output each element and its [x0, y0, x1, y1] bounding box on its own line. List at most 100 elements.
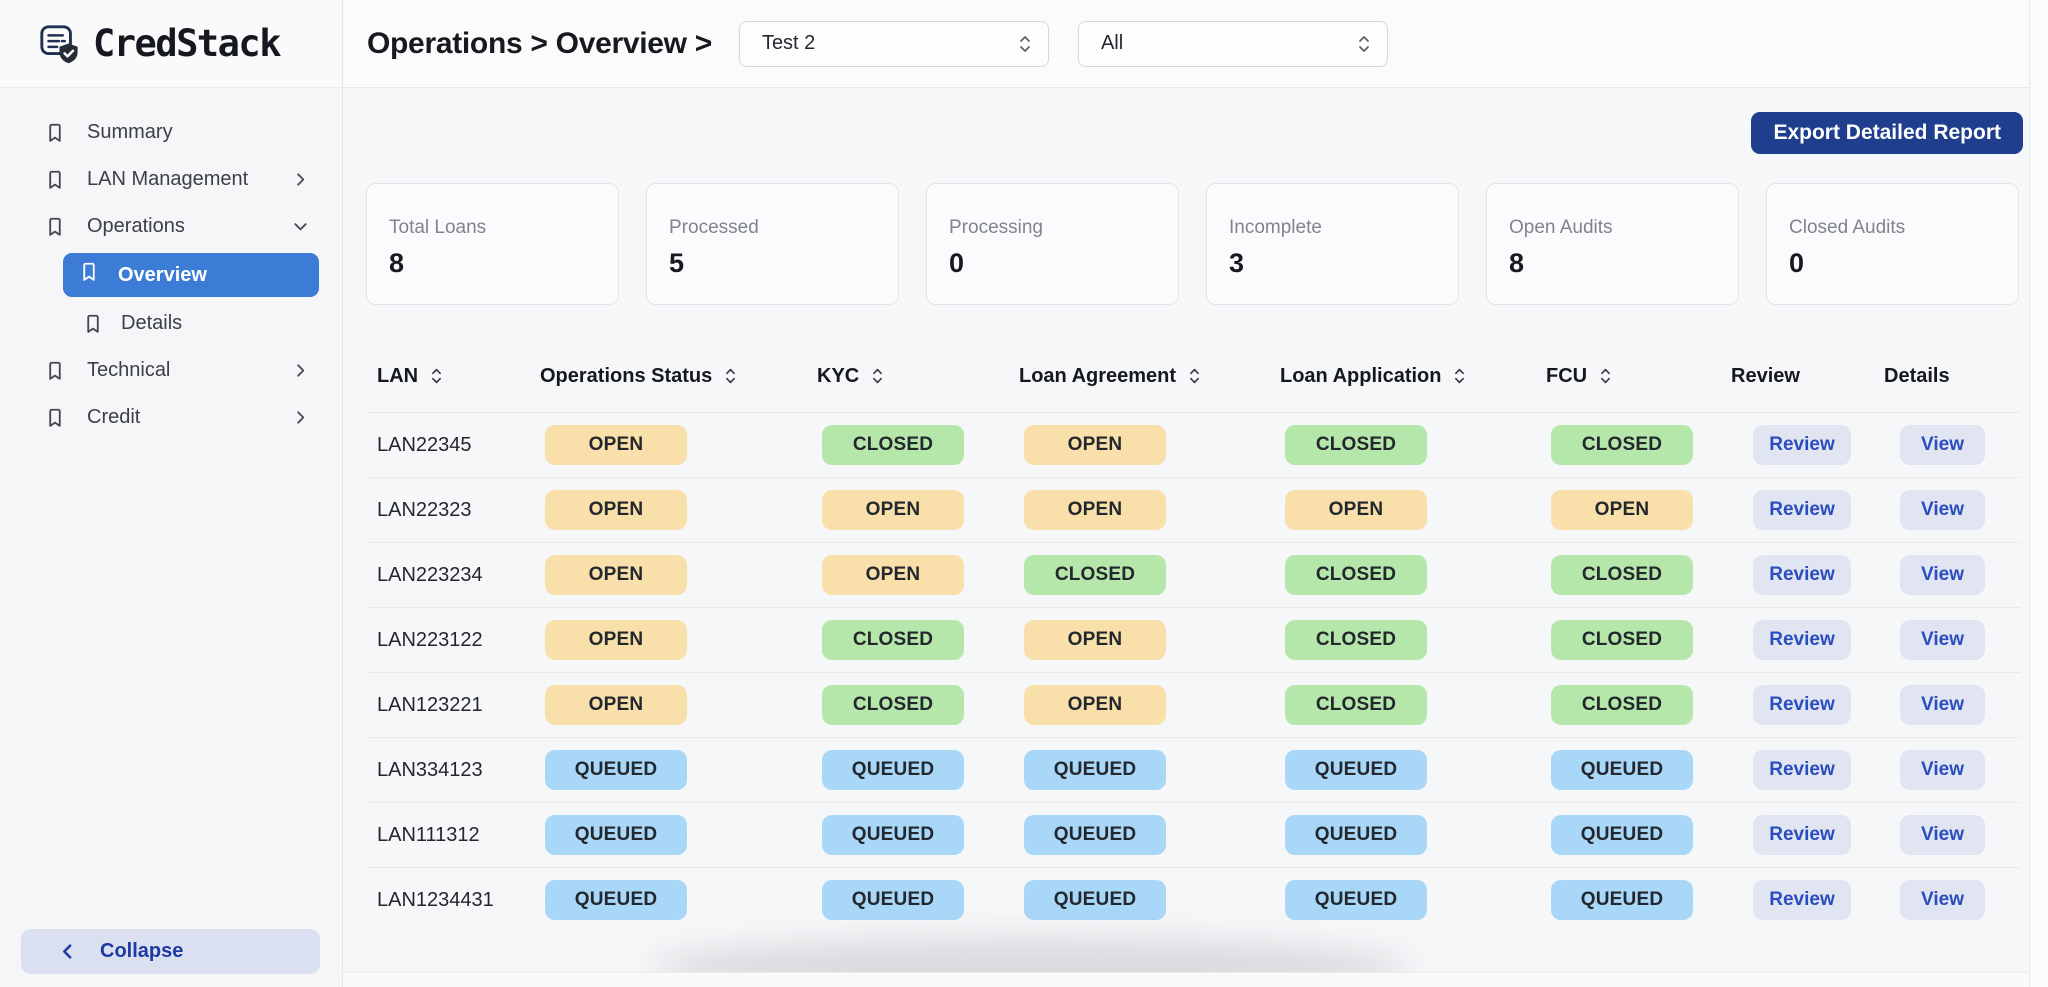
sidebar-item-operations[interactable]: Operations — [0, 203, 342, 250]
status-badge: OPEN — [1551, 490, 1693, 530]
view-button[interactable]: View — [1900, 880, 1985, 920]
sort-icon[interactable] — [872, 366, 883, 386]
column-header-operations-status: Operations Status — [540, 365, 817, 388]
review-button[interactable]: Review — [1753, 555, 1851, 595]
cell-loan-agreement: CLOSED — [1019, 555, 1280, 595]
status-badge: OPEN — [1024, 490, 1166, 530]
sort-icon[interactable] — [1454, 366, 1465, 386]
review-button[interactable]: Review — [1753, 620, 1851, 660]
column-header-loan-application: Loan Application — [1280, 365, 1546, 388]
status-badge: QUEUED — [822, 750, 964, 790]
cell-operations-status: OPEN — [540, 685, 817, 725]
stat-value: 0 — [1789, 248, 1805, 278]
scope-filter-select[interactable]: All — [1077, 20, 1388, 67]
review-button[interactable]: Review — [1753, 425, 1851, 465]
breadcrumb: Operations > Overview > — [367, 26, 712, 60]
logo: CredStack — [0, 0, 342, 88]
export-detailed-report-button[interactable]: Export Detailed Report — [1751, 112, 2023, 154]
sidebar-item-lan-management[interactable]: LAN Management — [0, 156, 342, 203]
column-header-lan: LAN — [377, 365, 540, 388]
cell-kyc: CLOSED — [817, 685, 1019, 725]
top-bar: Operations > Overview > Test 2 All — [343, 0, 2048, 88]
cell-loan-application: QUEUED — [1280, 880, 1546, 920]
column-label: Loan Agreement — [1019, 364, 1177, 387]
lan-cell: LAN22323 — [377, 498, 472, 521]
review-button[interactable]: Review — [1753, 490, 1851, 530]
status-badge: OPEN — [822, 555, 964, 595]
status-badge: QUEUED — [1551, 815, 1693, 855]
test-filter-select[interactable]: Test 2 — [738, 20, 1049, 67]
cell-kyc: CLOSED — [817, 620, 1019, 660]
view-button[interactable]: View — [1900, 555, 1985, 595]
view-button[interactable]: View — [1900, 425, 1985, 465]
view-button[interactable]: View — [1900, 620, 1985, 660]
view-button[interactable]: View — [1900, 815, 1985, 855]
review-button[interactable]: Review — [1753, 685, 1851, 725]
status-badge: QUEUED — [1551, 750, 1693, 790]
sidebar-item-summary[interactable]: Summary — [0, 109, 342, 156]
column-header-fcu: FCU — [1546, 365, 1731, 388]
cell-loan-agreement: OPEN — [1019, 620, 1280, 660]
stat-card-processed: Processed 5 — [646, 183, 899, 305]
view-button[interactable]: View — [1900, 685, 1985, 725]
sidebar-subitem-label: Details — [121, 312, 183, 334]
sidebar-subitem-details[interactable]: Details — [0, 300, 342, 347]
cell-details: View — [1884, 815, 2021, 855]
stat-card-incomplete: Incomplete 3 — [1206, 183, 1459, 305]
cell-fcu: QUEUED — [1546, 815, 1731, 855]
cell-operations-status: QUEUED — [540, 750, 817, 790]
sidebar-item-label: Summary — [87, 121, 173, 143]
column-header-review: Review — [1731, 365, 1884, 388]
sidebar-item-credit[interactable]: Credit — [0, 394, 342, 441]
cell-details: View — [1884, 750, 2021, 790]
status-badge: QUEUED — [1024, 750, 1166, 790]
cell-loan-application: CLOSED — [1280, 425, 1546, 465]
cell-loan-application: OPEN — [1280, 490, 1546, 530]
column-label: Details — [1884, 364, 1950, 387]
sidebar-item-technical[interactable]: Technical — [0, 347, 342, 394]
stats-cards: Total Loans 8 Processed 5 Processing 0 Incompl… — [366, 183, 2019, 305]
review-button[interactable]: Review — [1753, 815, 1851, 855]
view-button[interactable]: View — [1900, 750, 1985, 790]
sort-icon[interactable] — [725, 366, 736, 386]
lan-cell: LAN1234431 — [377, 888, 494, 911]
table-row: LAN1234431 QUEUED QUEUED QUEUED QUEUED QUEUED… — [366, 867, 2021, 932]
sidebar-subitem-overview[interactable]: Overview — [63, 253, 319, 297]
status-badge: OPEN — [1024, 425, 1166, 465]
cell-fcu: CLOSED — [1546, 685, 1731, 725]
cell-kyc: OPEN — [817, 555, 1019, 595]
stat-label: Total Loans — [389, 217, 487, 238]
review-button[interactable]: Review — [1753, 880, 1851, 920]
review-button[interactable]: Review — [1753, 750, 1851, 790]
stat-value: 3 — [1229, 248, 1245, 278]
status-badge: QUEUED — [1285, 880, 1427, 920]
stat-label: Processing — [949, 217, 1043, 238]
status-badge: OPEN — [1024, 620, 1166, 660]
sort-icon[interactable] — [431, 366, 442, 386]
status-badge: CLOSED — [822, 425, 964, 465]
lan-cell: LAN223234 — [377, 563, 483, 586]
cell-kyc: QUEUED — [817, 750, 1019, 790]
sort-icon[interactable] — [1600, 366, 1611, 386]
column-header-loan-agreement: Loan Agreement — [1019, 365, 1280, 388]
cell-kyc: QUEUED — [817, 880, 1019, 920]
column-header-details: Details — [1884, 365, 2021, 388]
collapse-sidebar-button[interactable]: Collapse — [21, 929, 320, 974]
cell-kyc: CLOSED — [817, 425, 1019, 465]
cell-operations-status: OPEN — [540, 490, 817, 530]
cell-kyc: OPEN — [817, 490, 1019, 530]
stat-card-total-loans: Total Loans 8 — [366, 183, 619, 305]
scrollbar-track[interactable] — [2029, 0, 2048, 987]
table-row: LAN22323 OPEN OPEN OPEN OPEN OPEN Review View — [366, 477, 2021, 542]
cell-fcu: CLOSED — [1546, 425, 1731, 465]
cell-operations-status: OPEN — [540, 620, 817, 660]
status-badge: CLOSED — [1024, 555, 1166, 595]
cell-fcu: OPEN — [1546, 490, 1731, 530]
sort-icon[interactable] — [1189, 366, 1200, 386]
cell-operations-status: OPEN — [540, 425, 817, 465]
stat-label: Incomplete — [1229, 217, 1322, 238]
view-button[interactable]: View — [1900, 490, 1985, 530]
status-badge: CLOSED — [822, 620, 964, 660]
table-row: LAN223122 OPEN CLOSED OPEN CLOSED CLOSED Revie… — [366, 607, 2021, 672]
sidebar: CredStack Summary LAN Management Operation… — [0, 0, 343, 987]
